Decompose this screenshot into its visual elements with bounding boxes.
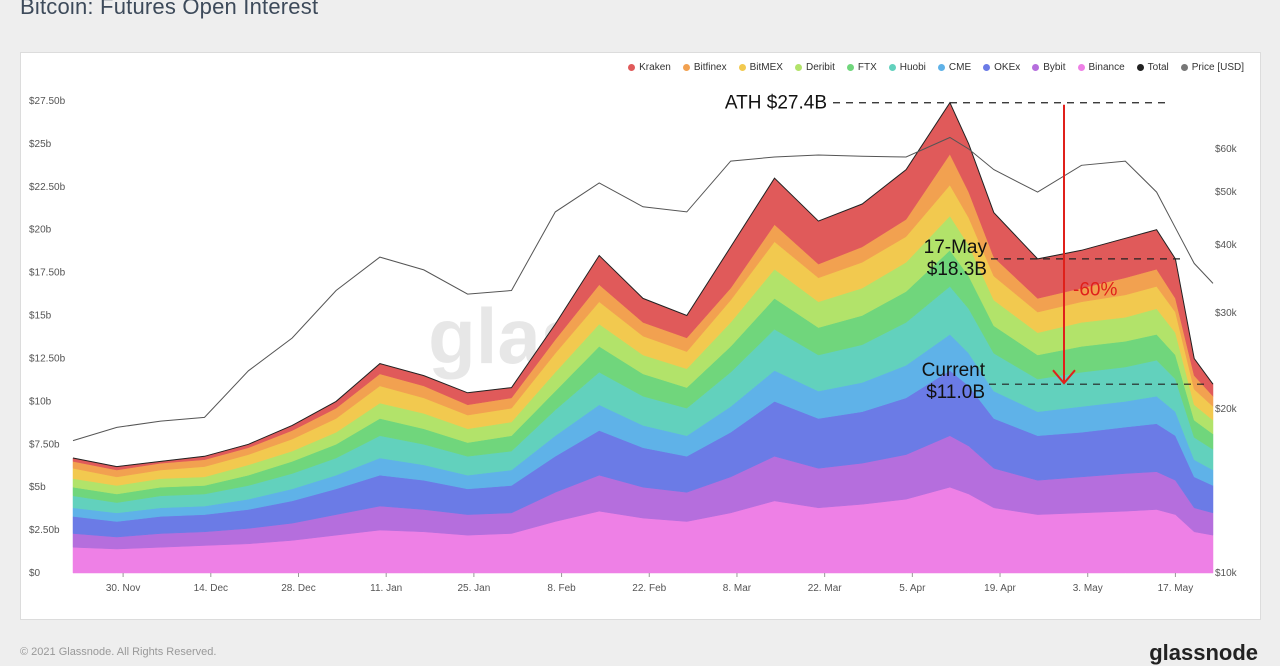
y-right-tick-label: $20k [1215,404,1238,415]
legend-dot-icon [1136,64,1144,71]
y-right-tick-label: $50k [1215,187,1238,198]
legend-dot-icon [794,64,802,71]
x-tick-label: 25. Jan [457,583,490,594]
legend-dot-icon [1077,64,1085,71]
y-left-tick-label: $5b [29,482,46,493]
ath-label: ATH $27.4B [725,93,827,114]
x-tick-label: 3. May [1073,583,1103,594]
legend-item-binance[interactable]: Binance [1077,62,1125,73]
y-right-tick-label: $30k [1215,308,1238,319]
page-title: Bitcoin: Futures Open Interest [20,0,319,19]
drop-arrow-head [1052,369,1076,385]
legend-dot-icon [628,64,636,71]
x-tick-label: 11. Jan [370,583,402,594]
legend-label: OKEx [994,62,1021,73]
legend-label: Bybit [1043,62,1066,73]
y-left-tick-label: $12.50b [29,353,66,364]
y-left-tick-label: $0 [29,568,41,579]
legend-item-okex[interactable]: OKEx [983,62,1020,73]
drop-percent-label: -60% [1073,279,1117,300]
legend-item-price-usd[interactable]: Price [USD] [1180,62,1244,73]
legend-item-total[interactable]: Total [1136,62,1169,73]
legend-dot-icon [682,64,690,71]
legend-label: Huobi [899,62,926,73]
y-left-tick-label: $7.50b [29,439,60,450]
y-left-tick-label: $25b [29,139,52,150]
legend-item-huobi[interactable]: Huobi [888,62,926,73]
y-right-tick-label: $40k [1215,240,1238,251]
legend-item-bybit[interactable]: Bybit [1032,62,1066,73]
y-left-tick-label: $20b [29,225,52,236]
legend-dot-icon [738,64,746,71]
x-tick-label: 14. Dec [194,583,228,594]
legend-dot-icon [888,64,896,71]
x-tick-label: 28. Dec [281,583,315,594]
legend-dot-icon [937,64,945,71]
legend-item-ftx[interactable]: FTX [846,62,877,73]
y-left-tick-label: $17.50b [29,268,66,279]
x-tick-label: 19. Apr [984,583,1016,594]
x-tick-label: 22. Feb [632,583,666,594]
y-left-tick-label: $27.50b [29,96,66,107]
legend-item-kraken[interactable]: Kraken [628,62,671,73]
y-left-tick-label: $10b [29,396,52,407]
x-tick-label: 8. Feb [547,583,576,594]
legend-dot-icon [846,64,854,71]
current-label-line: $11.0B [926,382,985,403]
may17-label-line: 17-May [924,237,988,258]
x-tick-label: 8. Mar [723,583,752,594]
legend-label: Total [1147,62,1169,73]
legend-item-cme[interactable]: CME [937,62,972,73]
copyright-text: © 2021 Glassnode. All Rights Reserved. [20,646,217,658]
x-tick-label: 17. May [1158,583,1194,594]
legend-item-bitmex[interactable]: BitMEX [738,62,783,73]
price-line [72,136,1214,442]
x-tick-label: 5. Apr [899,583,926,594]
legend-label: CME [948,62,972,73]
legend-label: Deribit [805,62,835,73]
may17-label-line: $18.3B [927,259,987,280]
y-left-tick-label: $2.50b [29,525,60,536]
legend-label: Bitfinex [693,62,727,73]
chart-legend: Kraken Bitfinex BitMEX Deribit FTX Huobi CME OK… [628,62,1244,73]
current-label-line: Current [922,360,986,381]
legend-dot-icon [1180,64,1188,71]
chart-card: glassnode $0$2.50b$5b$7.50b$10b$12.50b$1… [20,52,1261,620]
legend-label: Kraken [639,62,671,73]
y-right-tick-label: $10k [1215,568,1238,579]
legend-label: FTX [857,62,877,73]
x-tick-label: 30. Nov [106,583,140,594]
total-line [72,101,1214,468]
y-right-tick-label: $60k [1215,144,1238,155]
brand-logo: glassnode [1149,640,1258,665]
y-left-tick-label: $22.50b [29,182,66,193]
legend-dot-icon [1032,64,1040,71]
legend-label: BitMEX [749,62,783,73]
legend-item-deribit[interactable]: Deribit [794,62,835,73]
y-left-tick-label: $15b [29,311,52,322]
x-tick-label: 22. Mar [808,583,843,594]
legend-label: Binance [1088,62,1125,73]
legend-dot-icon [983,64,991,71]
legend-item-bitfinex[interactable]: Bitfinex [682,62,727,73]
legend-label: Price [USD] [1191,62,1244,73]
futures-open-interest-chart: glassnode $0$2.50b$5b$7.50b$10b$12.50b$1… [29,93,1238,594]
